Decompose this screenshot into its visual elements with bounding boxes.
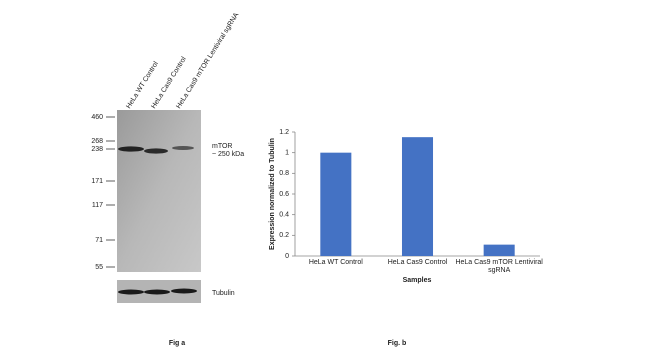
x-axis-label: Samples bbox=[403, 277, 432, 284]
blot-band bbox=[144, 148, 168, 154]
bar bbox=[320, 152, 352, 256]
y-tick-label: 0.4 bbox=[279, 212, 289, 219]
caption: Fig a bbox=[169, 340, 185, 347]
y-tick-label: 0.2 bbox=[279, 232, 289, 239]
blot-band bbox=[172, 146, 194, 150]
x-tick-label: HeLa WT Control bbox=[308, 259, 363, 266]
marker-label: 117 bbox=[92, 202, 103, 209]
y-tick-label: 1.2 bbox=[279, 129, 289, 136]
caption: Fig. b bbox=[388, 340, 407, 347]
band-label: ~ 250 kDa bbox=[212, 151, 244, 158]
marker-label: 71 bbox=[95, 237, 103, 244]
blot-band bbox=[118, 289, 144, 295]
x-tick-label: HeLa Cas9 Control bbox=[387, 259, 448, 266]
marker-label: 171 bbox=[91, 178, 103, 185]
y-tick-label: 1 bbox=[285, 150, 289, 157]
blot-band bbox=[118, 146, 144, 152]
blot-band bbox=[144, 289, 170, 295]
marker-label: 268 bbox=[91, 138, 103, 145]
blot-band bbox=[171, 288, 197, 294]
band-label: mTOR bbox=[212, 143, 232, 150]
y-tick-label: 0.8 bbox=[279, 170, 289, 177]
x-tick-label: HeLa Cas9 mTOR Lentiviral sgRNA bbox=[455, 259, 543, 274]
bar bbox=[401, 137, 434, 256]
y-tick-label: 0 bbox=[285, 253, 289, 260]
marker-label: 238 bbox=[91, 146, 103, 153]
blot-membrane bbox=[117, 110, 201, 272]
y-tick-label: 0.6 bbox=[279, 191, 289, 198]
loading-label: Tubulin bbox=[212, 290, 235, 297]
marker-label: 460 bbox=[91, 114, 103, 121]
y-axis-label: Expression normalized to Tubulin bbox=[269, 138, 276, 250]
bar bbox=[483, 244, 515, 256]
marker-label: 55 bbox=[95, 264, 103, 271]
